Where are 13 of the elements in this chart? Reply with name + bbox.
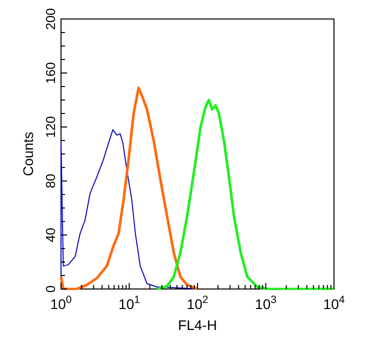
x-tick-label: 10$^{2}$ <box>186 294 208 312</box>
y-tick-label: 120 <box>43 116 58 138</box>
x-tick-label: 10$^{0}$ <box>50 294 72 312</box>
x-tick-label: 10$^{3}$ <box>255 294 277 312</box>
x-tick-label: 10$^{1}$ <box>118 294 140 312</box>
y-tick-label: 200 <box>43 8 58 30</box>
x-axis-title: FL4-H <box>178 317 217 333</box>
y-axis-title: Counts <box>20 132 36 176</box>
x-tick-label: 10$^{4}$ <box>323 294 345 312</box>
y-tick-label: 160 <box>43 62 58 84</box>
y-tick-label: 0 <box>43 285 58 293</box>
y-tick-label: 40 <box>43 228 58 242</box>
y-tick-label: 80 <box>43 174 58 188</box>
